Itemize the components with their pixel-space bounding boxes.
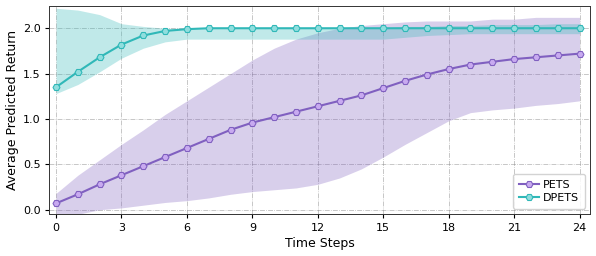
- Y-axis label: Average Predicted Return: Average Predicted Return: [5, 30, 18, 190]
- DPETS: [271, 27, 278, 30]
- PETS: [96, 183, 103, 186]
- DPETS: [162, 29, 169, 33]
- PETS: [139, 165, 147, 168]
- DPETS: [358, 27, 365, 30]
- DPETS: [380, 27, 387, 30]
- Legend: PETS, DPETS: PETS, DPETS: [513, 174, 585, 209]
- DPETS: [511, 27, 518, 30]
- PETS: [532, 56, 539, 59]
- DPETS: [402, 27, 409, 30]
- DPETS: [423, 27, 430, 30]
- DPETS: [227, 27, 234, 30]
- DPETS: [467, 27, 474, 30]
- DPETS: [74, 70, 82, 73]
- Line: DPETS: DPETS: [52, 25, 583, 91]
- PETS: [423, 73, 430, 76]
- PETS: [184, 146, 191, 150]
- PETS: [271, 116, 278, 119]
- PETS: [52, 202, 60, 205]
- DPETS: [205, 27, 212, 30]
- DPETS: [576, 27, 583, 30]
- PETS: [162, 156, 169, 159]
- PETS: [402, 79, 409, 82]
- DPETS: [96, 56, 103, 59]
- PETS: [227, 128, 234, 131]
- PETS: [118, 174, 125, 177]
- DPETS: [489, 27, 496, 30]
- DPETS: [532, 27, 539, 30]
- PETS: [249, 121, 256, 124]
- PETS: [74, 193, 82, 196]
- DPETS: [314, 27, 321, 30]
- DPETS: [118, 43, 125, 46]
- DPETS: [336, 27, 343, 30]
- PETS: [314, 105, 321, 108]
- PETS: [489, 60, 496, 63]
- PETS: [511, 58, 518, 61]
- PETS: [336, 99, 343, 102]
- X-axis label: Time Steps: Time Steps: [285, 238, 355, 250]
- DPETS: [52, 86, 60, 89]
- PETS: [358, 94, 365, 97]
- DPETS: [249, 27, 256, 30]
- DPETS: [293, 27, 300, 30]
- PETS: [380, 87, 387, 90]
- PETS: [576, 52, 583, 55]
- DPETS: [445, 27, 452, 30]
- PETS: [445, 68, 452, 71]
- DPETS: [184, 28, 191, 31]
- DPETS: [554, 27, 561, 30]
- PETS: [293, 110, 300, 113]
- PETS: [467, 63, 474, 66]
- Line: PETS: PETS: [52, 50, 583, 207]
- DPETS: [139, 34, 147, 37]
- PETS: [554, 54, 561, 57]
- PETS: [205, 137, 212, 141]
